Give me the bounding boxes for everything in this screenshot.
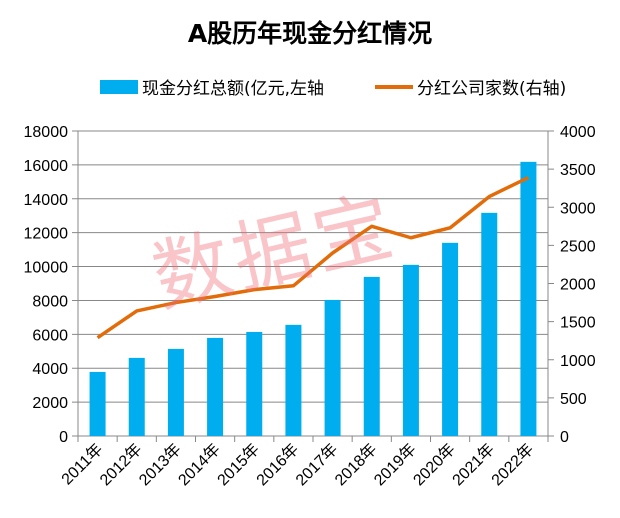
legend-item-bars: 现金分红总额(亿元,左轴 <box>100 74 324 99</box>
bar <box>324 299 341 436</box>
legend-item-line: 分红公司家数(右轴) <box>375 74 566 99</box>
bar <box>128 357 145 436</box>
bar <box>402 264 419 436</box>
x-tick-label: 2018年 <box>331 440 380 489</box>
bar <box>481 212 498 436</box>
left-tick-label: 4000 <box>32 361 68 378</box>
right-tick-label: 1000 <box>560 353 596 370</box>
right-tick-label: 3000 <box>560 200 596 217</box>
legend-label: 现金分红总额(亿元,左轴 <box>142 79 325 99</box>
x-tick-label: 2011年 <box>58 440 106 488</box>
bar <box>167 348 184 436</box>
left-tick-label: 2000 <box>32 395 68 412</box>
bar <box>285 324 302 436</box>
x-tick-label: 2019年 <box>371 440 420 489</box>
x-tick-label: 2022年 <box>488 440 537 489</box>
x-tick-label: 2012年 <box>96 440 145 489</box>
bar <box>207 337 224 436</box>
left-tick-label: 0 <box>59 429 68 446</box>
right-tick-label: 1500 <box>560 315 596 332</box>
left-tick-label: 16000 <box>24 158 69 175</box>
legend-label: 分红公司家数(右轴) <box>417 79 567 99</box>
left-tick-label: 14000 <box>24 192 69 209</box>
bar <box>520 161 537 437</box>
right-tick-label: 3500 <box>560 162 596 179</box>
x-tick-label: 2014年 <box>175 440 224 489</box>
x-tick-label: 2017年 <box>292 440 341 489</box>
right-tick-label: 2000 <box>560 277 596 294</box>
bar <box>363 276 380 436</box>
x-tick-label: 2020年 <box>410 440 459 489</box>
chart-title: A股历年现金分红情况 <box>187 19 433 48</box>
x-tick-label: 2016年 <box>253 440 302 489</box>
left-tick-label: 10000 <box>24 260 69 277</box>
bar <box>442 242 459 436</box>
legend-swatch-bar <box>100 79 138 94</box>
x-tick-label: 2021年 <box>449 440 498 489</box>
bar <box>246 331 263 436</box>
x-tick-label: 2013年 <box>136 440 185 489</box>
left-tick-label: 6000 <box>32 327 68 344</box>
right-tick-label: 4000 <box>560 124 596 141</box>
line-series <box>96 175 530 340</box>
bar <box>89 371 106 436</box>
right-tick-label: 2500 <box>560 238 596 255</box>
right-tick-label: 0 <box>560 429 569 446</box>
left-tick-label: 8000 <box>32 293 68 310</box>
left-tick-label: 12000 <box>24 226 69 243</box>
x-tick-label: 2015年 <box>214 440 263 489</box>
legend-swatch-line <box>375 84 413 89</box>
right-tick-label: 500 <box>560 391 587 408</box>
left-tick-label: 18000 <box>24 124 69 141</box>
